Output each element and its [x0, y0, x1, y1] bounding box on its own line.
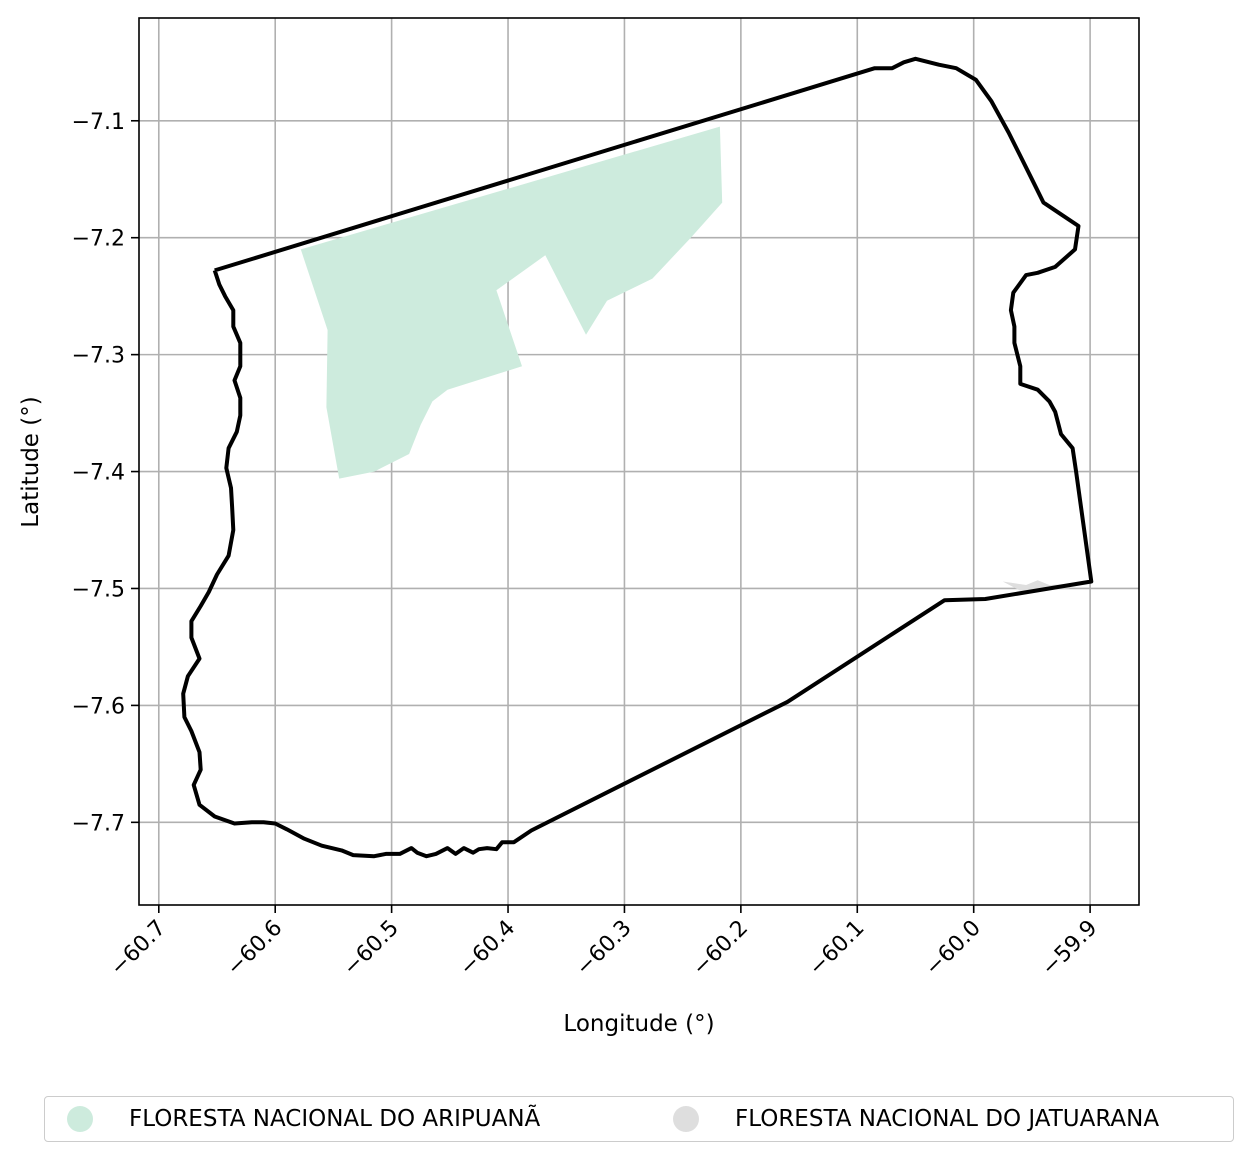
legend-marker-jatuarana [673, 1106, 699, 1132]
protected-areas [300, 126, 1073, 591]
x-tick-label: −60.6 [222, 916, 287, 981]
y-tick-label: −7.3 [72, 344, 125, 369]
legend-label-aripuana: FLORESTA NACIONAL DO ARIPUANÃ [129, 1106, 541, 1132]
x-tick-label: −60.1 [804, 916, 869, 981]
legend-item-aripuana: FLORESTA NACIONAL DO ARIPUANÃ [67, 1097, 540, 1141]
legend-marker-aripuana [67, 1106, 93, 1132]
x-axis-label: Longitude (°) [563, 1011, 714, 1037]
municipality-boundary [181, 56, 1094, 859]
x-tick-label: −60.7 [106, 916, 171, 981]
x-tick-label: −60.3 [571, 916, 636, 981]
y-tick-label: −7.1 [72, 110, 125, 135]
y-axis-ticks: −7.1 −7.2 −7.3 −7.4 −7.5 −7.6 −7.7 [72, 110, 139, 836]
y-axis-label: Latitude (°) [18, 396, 44, 527]
x-tick-label: −60.4 [455, 916, 520, 981]
x-axis-ticks: −60.7 −60.6 −60.5 −60.4 −60.3 −60.2 −60.1 −60.0… [106, 905, 1102, 981]
x-tick-label: −60.2 [688, 916, 753, 981]
y-tick-label: −7.6 [72, 694, 125, 719]
y-tick-label: −7.5 [72, 577, 125, 602]
boundary-outline [181, 56, 1094, 859]
legend-label-jatuarana: FLORESTA NACIONAL DO JATUARANA [735, 1106, 1160, 1132]
legend: FLORESTA NACIONAL DO ARIPUANÃ FLORESTA N… [44, 1096, 1234, 1142]
protected-area-0 [300, 126, 723, 479]
x-tick-label: −60.0 [921, 916, 986, 981]
x-tick-label: −59.9 [1037, 916, 1102, 981]
axes-frame [138, 17, 1140, 906]
x-tick-label: −60.5 [339, 916, 404, 981]
y-tick-label: −7.4 [72, 461, 125, 486]
y-tick-label: −7.7 [72, 811, 125, 836]
grid-lines [139, 18, 1139, 905]
y-tick-label: −7.2 [72, 227, 125, 252]
legend-item-jatuarana: FLORESTA NACIONAL DO JATUARANA [673, 1097, 1159, 1141]
